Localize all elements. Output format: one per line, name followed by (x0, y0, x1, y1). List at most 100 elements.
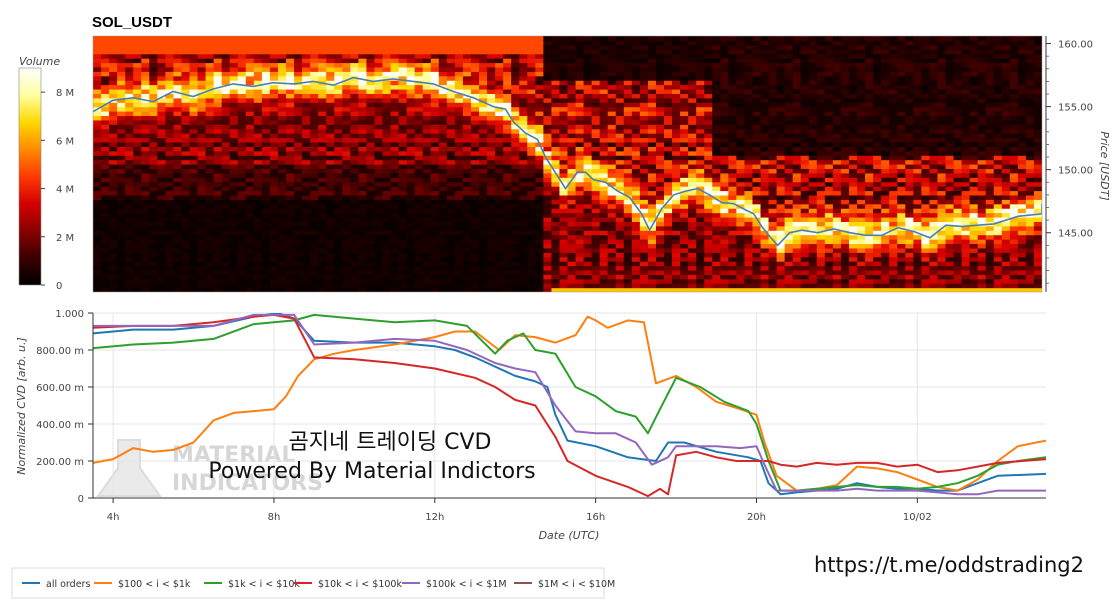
heatmap-cell (503, 124, 512, 130)
heatmap-cell (213, 172, 223, 178)
heatmap-cell (760, 49, 770, 55)
heatmap-cell (253, 44, 263, 50)
heatmap-cell (197, 36, 207, 37)
heatmap-cell (149, 274, 158, 280)
heatmap-cell (326, 111, 335, 117)
heatmap-cell (607, 102, 617, 108)
heatmap-cell (229, 80, 239, 86)
heatmap-cell (326, 239, 335, 245)
heatmap-cell (173, 265, 183, 271)
heatmap-cell (334, 283, 343, 289)
heatmap-cell (639, 75, 649, 81)
heatmap-cell (205, 190, 215, 196)
heatmap-cell (639, 128, 649, 134)
heatmap-cell (334, 124, 343, 130)
heatmap-cell (720, 230, 729, 236)
heatmap-cell (527, 97, 536, 103)
heatmap-cell (672, 80, 681, 86)
heatmap-cell (334, 256, 343, 262)
heatmap-cell (655, 88, 665, 94)
heatmap-cell (511, 115, 520, 121)
heatmap-cell (197, 141, 207, 147)
heatmap-cell (639, 40, 649, 46)
heatmap-cell (117, 186, 126, 192)
heatmap-cell (519, 124, 528, 130)
heatmap-cell (133, 84, 142, 90)
heatmap-cell (398, 128, 408, 134)
heatmap-cell (438, 216, 448, 222)
heatmap-cell (117, 203, 126, 209)
heatmap-cell (229, 208, 239, 214)
heatmap-cell (664, 181, 673, 187)
heatmap-cell (712, 172, 721, 178)
heatmap-cell (647, 225, 657, 231)
heatmap-cell (647, 155, 657, 161)
heatmap-cell (390, 221, 400, 227)
heatmap-cell (213, 164, 223, 170)
heatmap-cell (133, 80, 142, 86)
heatmap-cell (631, 80, 641, 86)
heatmap-cell (736, 71, 746, 77)
heatmap-cell (591, 124, 601, 130)
heatmap-cell (245, 137, 255, 143)
heatmap-cell (736, 265, 746, 271)
heatmap-cell (101, 36, 110, 37)
heatmap-cell (149, 115, 158, 121)
heatmap-cell (398, 44, 408, 50)
heatmap-cell (623, 111, 633, 117)
heatmap-cell (446, 128, 456, 134)
heatmap-cell (728, 247, 737, 253)
heatmap-cell (623, 133, 633, 139)
heatmap-cell (559, 261, 569, 267)
heatmap-cell (647, 133, 657, 139)
heatmap-cell (277, 141, 287, 147)
heatmap-cell (462, 164, 472, 170)
heatmap-cell (173, 115, 183, 121)
heatmap-cell (261, 36, 271, 37)
heatmap-cell (470, 203, 480, 209)
heatmap-cell (350, 66, 359, 72)
heatmap-cell (511, 141, 520, 147)
heatmap-cell (446, 212, 456, 218)
heatmap-cell (752, 133, 762, 139)
heatmap-cell (462, 181, 472, 187)
heatmap-cell (567, 278, 577, 284)
heatmap-cell (294, 234, 303, 240)
heatmap-cell (583, 75, 593, 81)
heatmap-cell (503, 155, 512, 161)
heatmap-cell (446, 36, 456, 37)
heatmap-cell (229, 106, 239, 112)
heatmap-cell (599, 80, 609, 86)
heatmap-cell (551, 71, 561, 77)
heatmap-cell (575, 168, 585, 174)
heatmap-cell (173, 252, 183, 258)
heatmap-cell (261, 155, 271, 161)
heatmap-cell (117, 265, 126, 271)
heatmap-cell (696, 186, 705, 192)
heatmap-cell (382, 40, 392, 46)
heatmap-cell (245, 124, 255, 130)
heatmap-cell (712, 36, 721, 37)
heatmap-cell (559, 133, 569, 139)
heatmap-cell (302, 199, 311, 205)
heatmap-cell (736, 230, 746, 236)
heatmap-cell (109, 287, 118, 292)
heatmap-cell (310, 239, 319, 245)
heatmap-cell (205, 208, 215, 214)
heatmap-cell (149, 119, 158, 125)
heatmap-cell (406, 181, 416, 187)
heatmap-cell (704, 265, 713, 271)
heatmap-cell (744, 146, 754, 152)
heatmap-cell (93, 181, 102, 187)
heatmap-cell (551, 194, 561, 200)
heatmap-cell (519, 133, 528, 139)
heatmap-cell (446, 115, 456, 121)
heatmap-cell (181, 106, 191, 112)
heatmap-cell (760, 208, 770, 214)
heatmap-cell (318, 128, 327, 134)
heatmap-cell (511, 199, 520, 205)
heatmap-cell (261, 194, 271, 200)
heatmap-cell (591, 141, 601, 147)
heatmap-cell (269, 221, 279, 227)
heatmap-cell (438, 234, 448, 240)
